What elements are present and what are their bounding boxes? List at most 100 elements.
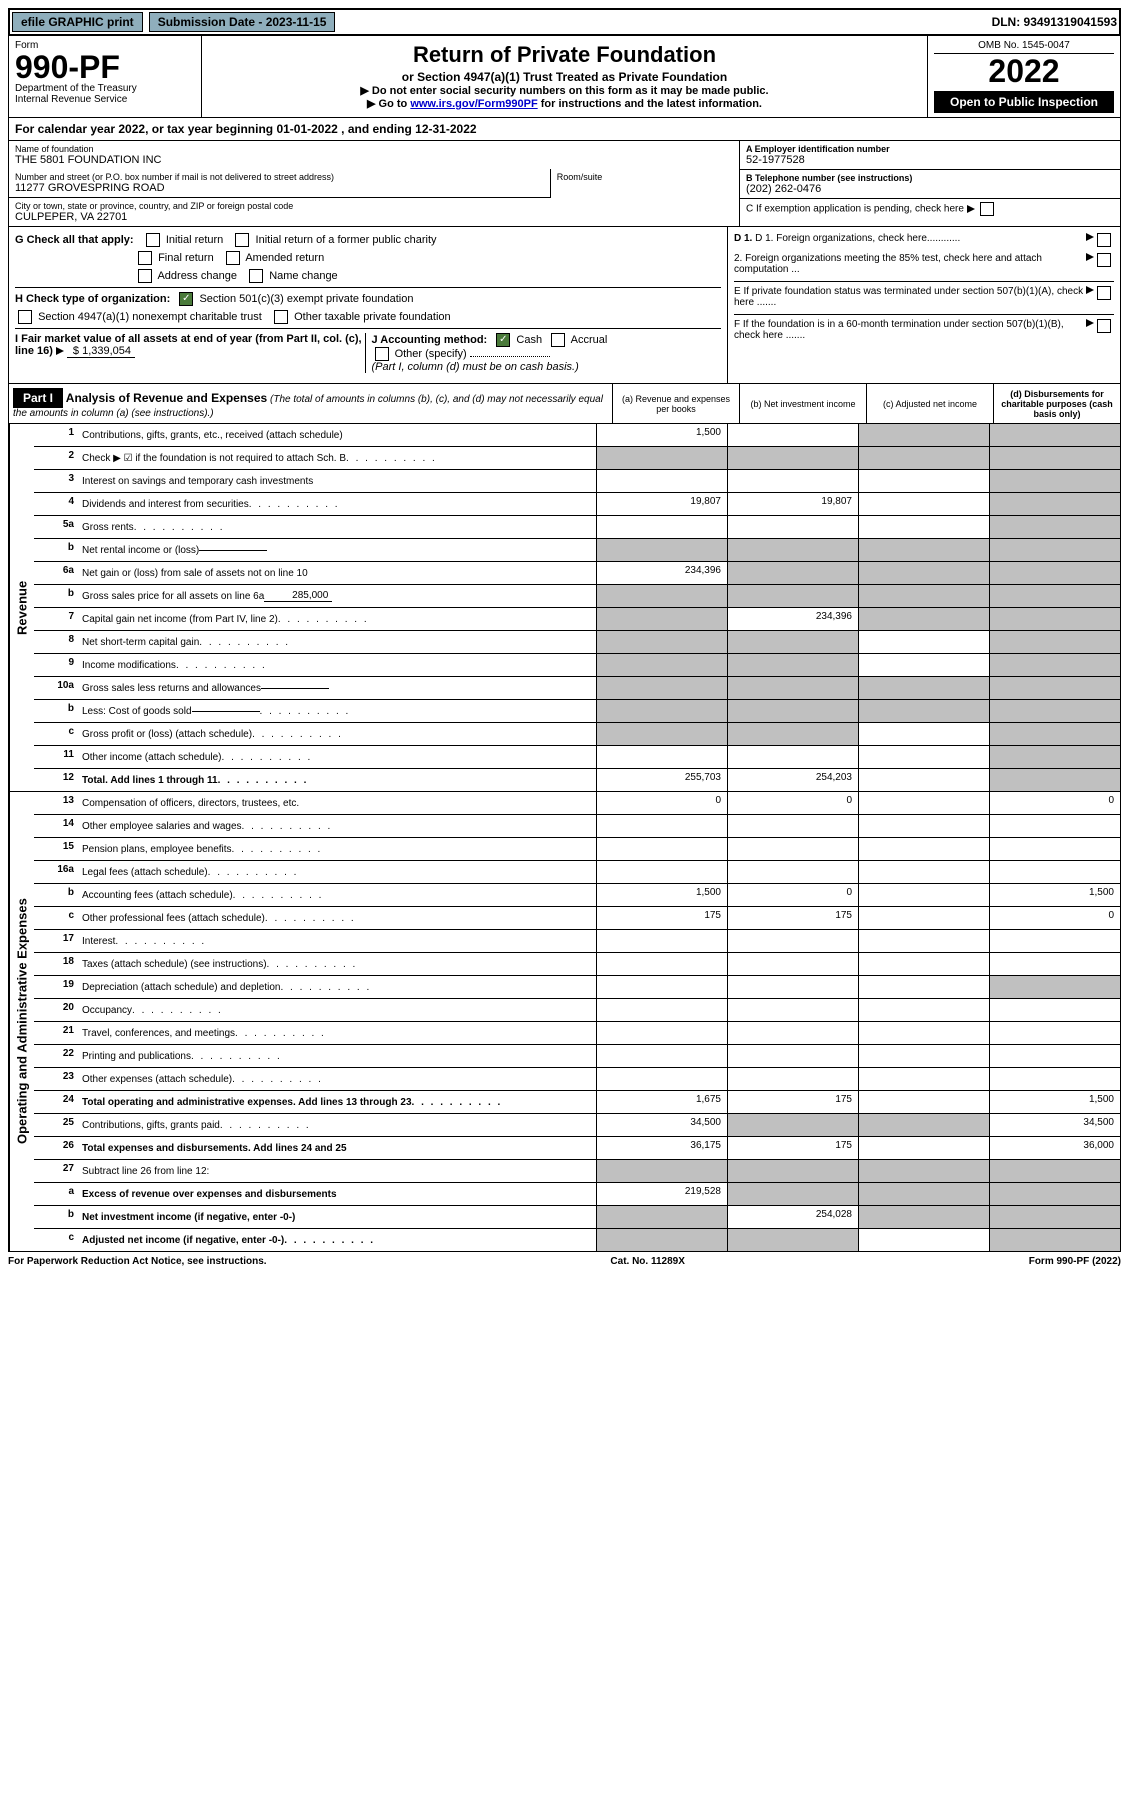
line-number: 7	[34, 608, 78, 630]
value-cell	[596, 1206, 727, 1228]
table-row: cOther professional fees (attach schedul…	[34, 907, 1120, 930]
line-description: Total. Add lines 1 through 11	[78, 769, 596, 791]
amended-chk[interactable]	[226, 251, 240, 265]
value-cell	[989, 1206, 1120, 1228]
line-number: 9	[34, 654, 78, 676]
value-cell	[989, 470, 1120, 492]
omb-number: OMB No. 1545-0047	[934, 40, 1114, 54]
initial-return-chk[interactable]	[146, 233, 160, 247]
instructions-link[interactable]: www.irs.gov/Form990PF	[410, 98, 537, 110]
c-label: C If exemption application is pending, c…	[746, 204, 964, 215]
line-description: Other professional fees (attach schedule…	[78, 907, 596, 929]
value-cell	[596, 976, 727, 998]
value-cell	[596, 631, 727, 653]
value-cell	[858, 1022, 989, 1044]
efile-button[interactable]: efile GRAPHIC print	[12, 12, 143, 32]
table-row: 6aNet gain or (loss) from sale of assets…	[34, 562, 1120, 585]
arrow-icon	[967, 205, 975, 213]
line-number: 24	[34, 1091, 78, 1113]
line-description: Accounting fees (attach schedule)	[78, 884, 596, 906]
value-cell	[989, 953, 1120, 975]
value-cell	[858, 700, 989, 722]
line-number: 18	[34, 953, 78, 975]
fmv-value: $ 1,339,054	[67, 345, 135, 358]
501c3-chk[interactable]	[179, 292, 193, 306]
value-cell	[596, 838, 727, 860]
value-cell	[596, 1068, 727, 1090]
form-ref: Form 990-PF (2022)	[1029, 1256, 1121, 1267]
table-row: 20Occupancy	[34, 999, 1120, 1022]
line-description: Subtract line 26 from line 12:	[78, 1160, 596, 1182]
value-cell	[596, 746, 727, 768]
initial-former-chk[interactable]	[235, 233, 249, 247]
line-number: b	[34, 700, 78, 722]
final-return-chk[interactable]	[138, 251, 152, 265]
value-cell	[727, 999, 858, 1021]
cat-no: Cat. No. 11289X	[610, 1256, 684, 1267]
city-label: City or town, state or province, country…	[15, 201, 733, 211]
line-number: 14	[34, 815, 78, 837]
other-taxable-chk[interactable]	[274, 310, 288, 324]
value-cell	[727, 1022, 858, 1044]
value-cell	[989, 976, 1120, 998]
value-cell	[858, 562, 989, 584]
j-label: J Accounting method:	[372, 334, 488, 346]
value-cell	[989, 746, 1120, 768]
address-change-chk[interactable]	[138, 269, 152, 283]
h-label: H Check type of organization:	[15, 293, 170, 305]
value-cell	[596, 1229, 727, 1251]
value-cell	[596, 1022, 727, 1044]
line-description: Dividends and interest from securities	[78, 493, 596, 515]
accrual-chk[interactable]	[551, 333, 565, 347]
line-description: Gross sales less returns and allowances	[78, 677, 596, 699]
value-cell	[858, 999, 989, 1021]
value-cell	[727, 1160, 858, 1182]
table-row: 23Other expenses (attach schedule)	[34, 1068, 1120, 1091]
line-description: Net rental income or (loss)	[78, 539, 596, 561]
other-method-chk[interactable]	[375, 347, 389, 361]
line-description: Other employee salaries and wages	[78, 815, 596, 837]
value-cell	[727, 631, 858, 653]
value-cell	[596, 861, 727, 883]
value-cell	[596, 516, 727, 538]
value-cell: 219,528	[596, 1183, 727, 1205]
d1-chk[interactable]	[1097, 233, 1111, 247]
value-cell	[989, 838, 1120, 860]
table-row: 22Printing and publications	[34, 1045, 1120, 1068]
part1-title: Analysis of Revenue and Expenses	[66, 391, 267, 405]
arrow-icon	[1086, 233, 1094, 241]
table-row: 25Contributions, gifts, grants paid34,50…	[34, 1114, 1120, 1137]
line-number: 12	[34, 769, 78, 791]
line-description: Total expenses and disbursements. Add li…	[78, 1137, 596, 1159]
info-grid: Name of foundation THE 5801 FOUNDATION I…	[8, 141, 1121, 227]
4947-chk[interactable]	[18, 310, 32, 324]
value-cell	[727, 1045, 858, 1067]
line-number: b	[34, 585, 78, 607]
table-row: 27Subtract line 26 from line 12:	[34, 1160, 1120, 1183]
value-cell	[989, 1068, 1120, 1090]
line-number: b	[34, 884, 78, 906]
col-a-header: (a) Revenue and expenses per books	[612, 384, 739, 423]
value-cell: 0	[727, 792, 858, 814]
open-inspection: Open to Public Inspection	[934, 91, 1114, 113]
name-change-chk[interactable]	[249, 269, 263, 283]
value-cell	[858, 1068, 989, 1090]
value-cell	[727, 700, 858, 722]
note-2: ▶ Go to www.irs.gov/Form990PF for instru…	[208, 97, 921, 110]
phone-value: (202) 262-0476	[746, 183, 1114, 195]
value-cell	[727, 1183, 858, 1205]
f-chk[interactable]	[1097, 319, 1111, 333]
e-chk[interactable]	[1097, 286, 1111, 300]
line-description: Gross sales price for all assets on line…	[78, 585, 596, 607]
table-row: 11Other income (attach schedule)	[34, 746, 1120, 769]
value-cell	[727, 861, 858, 883]
line-description: Check ▶ ☑ if the foundation is not requi…	[78, 447, 596, 469]
value-cell	[727, 447, 858, 469]
line-description: Occupancy	[78, 999, 596, 1021]
room-label: Room/suite	[557, 172, 733, 182]
cash-chk[interactable]	[496, 333, 510, 347]
c-checkbox[interactable]	[980, 202, 994, 216]
table-row: cGross profit or (loss) (attach schedule…	[34, 723, 1120, 746]
d2-chk[interactable]	[1097, 253, 1111, 267]
value-cell	[596, 815, 727, 837]
